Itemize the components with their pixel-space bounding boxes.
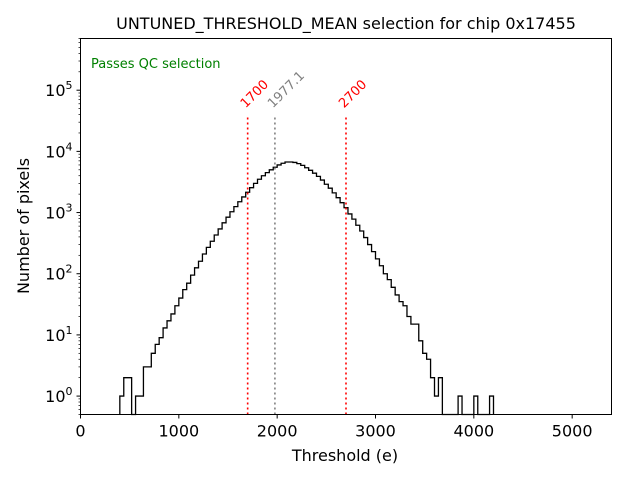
histogram-bin xyxy=(214,235,218,415)
histogram-bin xyxy=(403,306,407,415)
qc-status-annotation: Passes QC selection xyxy=(91,57,221,72)
histogram-bin xyxy=(218,229,222,415)
histogram-bin xyxy=(297,164,301,415)
y-tick-label: 103 xyxy=(45,202,72,223)
histogram-bin xyxy=(281,163,285,414)
histogram-bin xyxy=(238,202,242,415)
histogram-bin xyxy=(183,290,187,415)
histogram-bin xyxy=(269,170,273,415)
threshold-line-label: 1977.1 xyxy=(265,69,308,112)
y-tick-label: 104 xyxy=(45,140,72,161)
histogram-bin xyxy=(140,396,144,414)
histogram-bin xyxy=(305,168,309,415)
histogram-bin xyxy=(372,252,376,415)
y-tick-label: 101 xyxy=(45,324,72,345)
y-axis-label: Number of pixels xyxy=(14,158,33,294)
x-axis: 0 1000 2000 3000 4000 5000 xyxy=(75,414,593,441)
histogram-bin xyxy=(234,207,238,415)
histogram-bin xyxy=(332,193,336,415)
x-tick-label: 0 xyxy=(75,422,85,441)
histogram-bin xyxy=(348,214,352,415)
histogram-bin xyxy=(159,338,163,415)
y-axis: 100 101 102 103 104 105 xyxy=(45,38,81,415)
histogram-bin xyxy=(395,295,399,415)
chart-title: UNTUNED_THRESHOLD_MEAN selection for chi… xyxy=(116,14,576,34)
histogram-bin xyxy=(352,219,356,414)
x-tick-label: 3000 xyxy=(355,422,396,441)
histogram-bin xyxy=(411,324,415,414)
histogram-bin xyxy=(147,367,151,415)
x-tick-label: 5000 xyxy=(552,422,593,441)
histogram-bin xyxy=(336,198,340,415)
histogram-bin xyxy=(199,261,203,414)
x-axis-label: Threshold (e) xyxy=(291,446,398,465)
histogram-bin xyxy=(328,188,332,414)
x-tick-label: 1000 xyxy=(158,422,199,441)
histogram-bin xyxy=(309,170,313,414)
histogram-bin xyxy=(340,203,344,415)
histogram-bin xyxy=(175,306,179,415)
y-tick-label: 100 xyxy=(45,385,72,406)
histogram-bin xyxy=(167,321,171,415)
histogram-bin xyxy=(222,223,226,415)
histogram-bin xyxy=(289,162,293,414)
histogram-bin xyxy=(407,316,411,414)
histogram-bin xyxy=(376,259,380,415)
histogram-bin xyxy=(391,287,395,414)
x-tick-label: 4000 xyxy=(453,422,494,441)
histogram-bin xyxy=(301,165,305,414)
y-tick-label: 105 xyxy=(45,79,72,100)
threshold-line-label: 2700 xyxy=(336,77,370,111)
histogram-bin xyxy=(179,298,183,414)
histogram-bin xyxy=(155,344,159,414)
histogram-bin xyxy=(356,225,360,414)
histogram-bin xyxy=(254,183,258,414)
histogram-bin xyxy=(320,180,324,414)
histogram-outline xyxy=(119,161,495,416)
histogram-bin xyxy=(379,266,383,415)
histogram-bin xyxy=(261,176,265,415)
histogram-bin xyxy=(285,162,289,414)
threshold-line-label: 1700 xyxy=(238,77,272,111)
histogram-bin xyxy=(293,162,297,414)
histogram-bin xyxy=(423,353,427,414)
histogram-bin xyxy=(277,165,281,415)
histogram-bin xyxy=(195,268,199,415)
histogram-bin xyxy=(383,274,387,415)
histogram-bin xyxy=(226,217,230,414)
histogram-bin xyxy=(324,184,328,414)
x-tick-label: 2000 xyxy=(257,422,298,441)
histogram-bin xyxy=(230,212,234,415)
histogram-bin xyxy=(202,254,206,414)
histogram-bin xyxy=(242,197,246,415)
histogram-bin xyxy=(206,247,210,414)
histogram-bin xyxy=(317,176,321,414)
histogram-bin xyxy=(313,173,317,414)
histogram-bin xyxy=(368,245,372,415)
y-tick-label: 102 xyxy=(45,263,72,284)
histogram-bin xyxy=(210,241,214,414)
histogram-bin xyxy=(258,179,262,414)
histogram-bin xyxy=(364,238,368,415)
histogram-bin xyxy=(435,396,439,414)
histogram-bin xyxy=(250,188,254,415)
histogram-bin xyxy=(387,280,391,415)
histogram-bin xyxy=(171,314,175,415)
histogram-bin xyxy=(360,231,364,415)
histogram-bin xyxy=(265,173,269,415)
histogram-bin xyxy=(163,328,167,415)
histogram-bin xyxy=(191,275,195,414)
plot-frame xyxy=(80,38,612,415)
histogram-bin xyxy=(187,283,191,414)
histogram-bin xyxy=(399,302,403,415)
